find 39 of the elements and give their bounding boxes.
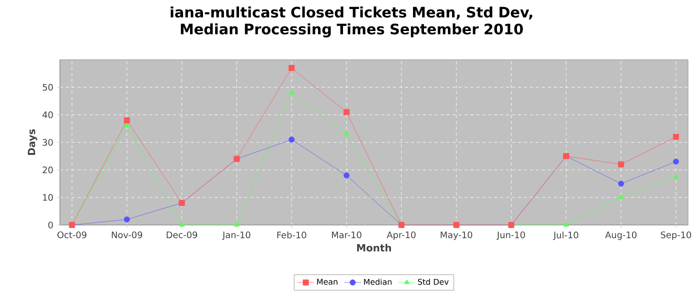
x-tick-label: Feb-10	[277, 232, 306, 239]
point	[234, 222, 240, 227]
x-axis-title: Month	[357, 244, 391, 252]
x-tick-label: Jul-10	[553, 232, 578, 240]
x-tick-label: Oct-09	[57, 232, 86, 238]
y-tick-label: 10	[43, 194, 53, 201]
x-tick-label: Aug-10	[605, 232, 636, 240]
point	[289, 90, 294, 95]
y-tick-label: 20	[42, 166, 53, 174]
point	[618, 180, 624, 187]
point	[344, 172, 350, 179]
x-tick-label: Jan-10	[222, 232, 250, 240]
x-tick-label: Apr-10	[386, 232, 416, 240]
point	[344, 131, 350, 136]
x-tick-label: Mar-10	[332, 232, 362, 238]
x-tick-label: Jun-10	[496, 232, 525, 240]
point	[288, 136, 295, 143]
point	[673, 174, 679, 179]
x-tick-label: Nov-09	[112, 232, 142, 238]
point	[179, 222, 184, 227]
y-tick-label: 30	[42, 139, 53, 146]
point	[124, 216, 130, 223]
point	[672, 158, 679, 165]
point	[672, 134, 679, 140]
point	[288, 65, 295, 72]
y-axis-title: Days	[28, 129, 38, 156]
y-tick-label: 0	[48, 222, 53, 229]
point	[618, 162, 624, 168]
y-tick-label: 50	[42, 84, 53, 91]
x-tick-label: Sep-10	[660, 232, 692, 240]
chart-title: iana-multicast Closed Tickets Mean, Std Dev, Median Processing Times September 2010	[170, 6, 532, 38]
point	[124, 123, 130, 128]
point	[618, 194, 624, 200]
point	[124, 118, 130, 124]
x-tick-label: May-10	[440, 232, 472, 240]
y-tick-label: 40	[42, 112, 53, 118]
point	[344, 109, 350, 116]
point	[564, 222, 569, 227]
x-tick-label: Dec-09	[166, 232, 198, 238]
